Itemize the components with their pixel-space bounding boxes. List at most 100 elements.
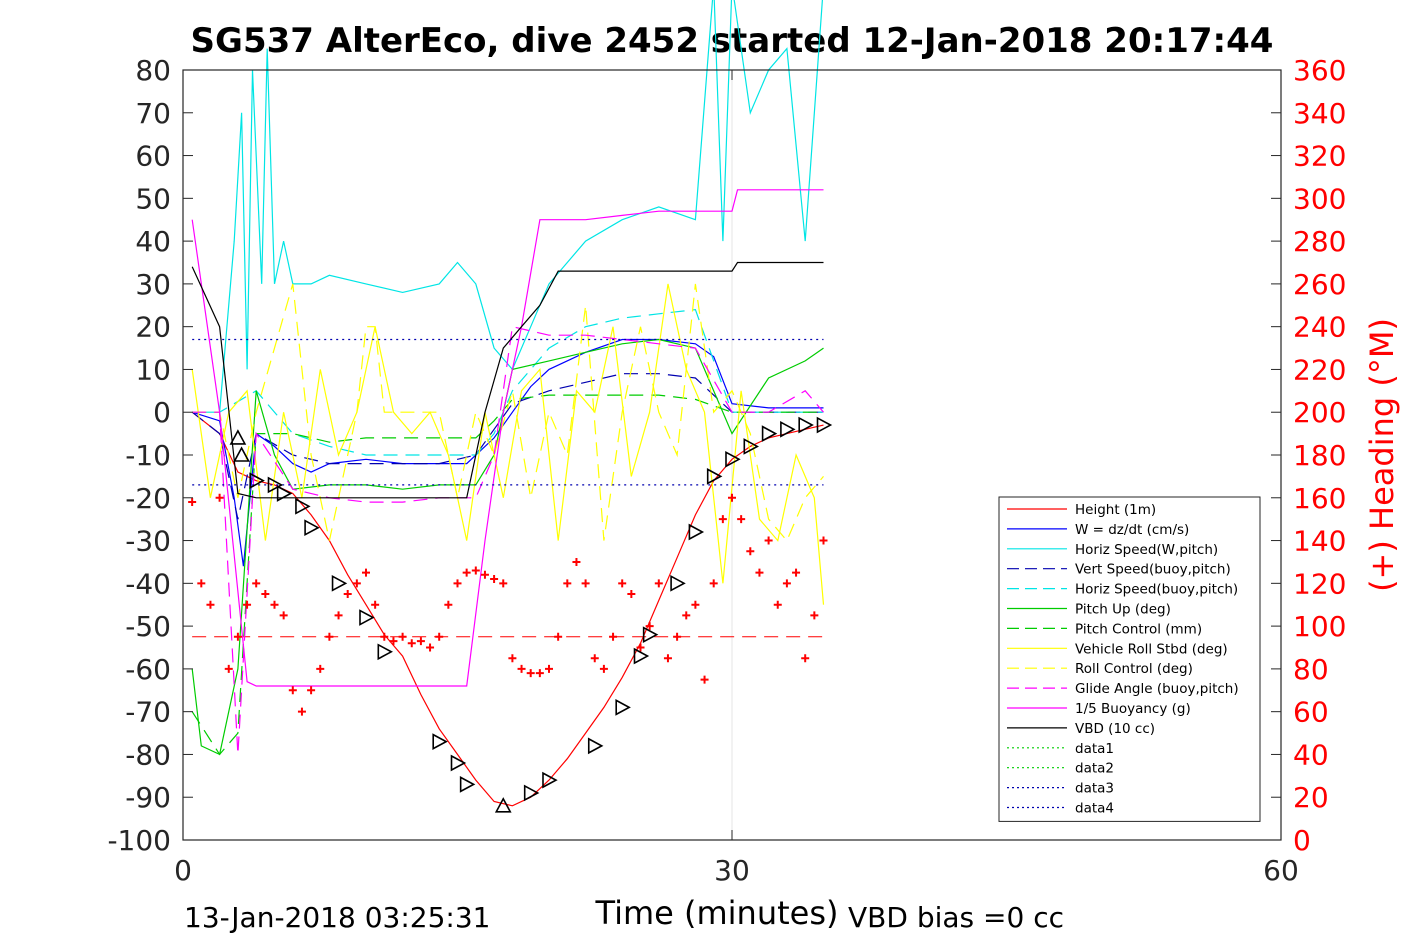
legend-label: Height (1m) xyxy=(1075,502,1156,518)
legend-label: Vehicle Roll Stbd (deg) xyxy=(1075,641,1228,657)
heading-point xyxy=(773,600,782,609)
heading-point xyxy=(288,686,297,695)
heading-point xyxy=(663,654,672,663)
heading-point xyxy=(407,639,416,648)
heading-point xyxy=(746,547,755,556)
heading-point xyxy=(728,493,736,502)
left-tick-label: -20 xyxy=(125,482,171,515)
right-tick-label: 120 xyxy=(1293,567,1346,600)
left-tick-label: 30 xyxy=(135,268,171,301)
legend-label: data1 xyxy=(1075,741,1114,757)
heading-point xyxy=(535,669,544,678)
heading-point xyxy=(673,632,682,641)
heading-point xyxy=(362,568,370,577)
heading-point xyxy=(819,536,828,545)
heading-point xyxy=(371,600,380,609)
legend-label: VBD (10 cc) xyxy=(1075,721,1155,737)
left-tick-label: -60 xyxy=(125,653,171,686)
legend-label: Horiz Speed(W,pitch) xyxy=(1075,542,1218,558)
left-tick-label: -90 xyxy=(125,781,171,814)
left-tick-label: 50 xyxy=(135,182,171,215)
right-tick-label: 200 xyxy=(1293,396,1346,429)
dive-marker xyxy=(450,754,467,772)
dive-marker xyxy=(304,519,320,537)
dive-marker xyxy=(780,420,796,438)
dive-marker xyxy=(633,647,650,665)
heading-point xyxy=(691,600,700,609)
series-line-1 xyxy=(192,338,824,567)
x-tick-label: 0 xyxy=(174,854,192,887)
series-line-10 xyxy=(191,189,824,687)
legend-label: W = dz/dt (cm/s) xyxy=(1075,522,1189,538)
footer-timestamp: 13-Jan-2018 03:25:31 xyxy=(184,901,490,934)
heading-point xyxy=(380,632,389,641)
dive-marker xyxy=(459,776,476,793)
right-tick-label: 40 xyxy=(1293,738,1329,771)
heading-point xyxy=(426,643,435,652)
left-tick-label: 80 xyxy=(135,54,171,87)
heading-point xyxy=(517,664,526,673)
right-tick-label: 160 xyxy=(1293,482,1346,515)
heading-point xyxy=(499,579,508,588)
footer-vbd-bias: VBD bias =0 cc xyxy=(848,901,1064,934)
heading-point xyxy=(609,632,618,641)
series-line-2 xyxy=(192,0,823,413)
dive-marker xyxy=(331,574,348,592)
heading-point xyxy=(270,600,279,609)
right-tick-label: 80 xyxy=(1293,653,1329,686)
left-tick-label: 60 xyxy=(135,140,171,173)
heading-point xyxy=(233,632,242,641)
dive-marker xyxy=(587,737,604,755)
dive-marker xyxy=(615,699,631,716)
right-tick-label: 300 xyxy=(1293,182,1346,215)
right-tick-label: 320 xyxy=(1293,140,1346,173)
heading-point xyxy=(572,557,581,566)
legend-label: 1/5 Buoyancy (g) xyxy=(1075,701,1191,717)
dive-marker xyxy=(542,771,558,789)
heading-point xyxy=(627,590,636,599)
heading-point xyxy=(343,590,352,599)
heading-point xyxy=(563,579,572,588)
series-line-7 xyxy=(191,283,825,605)
dive-marker xyxy=(688,523,705,541)
heading-point xyxy=(334,611,343,620)
legend-label: data3 xyxy=(1075,781,1114,797)
heading-point xyxy=(618,579,627,588)
chart-title: SG537 AlterEco, dive 2452 started 12-Jan… xyxy=(191,21,1274,61)
left-tick-label: 20 xyxy=(135,311,171,344)
heading-point xyxy=(435,632,444,641)
heading-point xyxy=(197,579,206,588)
heading-point xyxy=(636,643,645,652)
heading-point xyxy=(545,664,553,673)
dive-marker xyxy=(670,574,686,592)
dive-marker xyxy=(743,438,759,455)
heading-point xyxy=(215,493,224,502)
legend-label: Horiz Speed(buoy,pitch) xyxy=(1075,582,1238,598)
heading-point xyxy=(801,654,810,663)
dive-marker xyxy=(642,626,659,644)
dive-marker xyxy=(706,468,723,485)
heading-point xyxy=(682,611,691,620)
left-tick-label: -70 xyxy=(125,696,171,729)
dive-marker xyxy=(432,733,448,750)
heading-point xyxy=(700,675,709,684)
heading-point xyxy=(224,664,233,673)
heading-point xyxy=(599,664,608,673)
series-line-6 xyxy=(191,394,824,756)
heading-point xyxy=(480,570,489,579)
right-tick-label: 280 xyxy=(1293,225,1346,258)
x-axis-ticks: 0 30 60 xyxy=(174,70,1299,887)
dive-marker xyxy=(725,450,741,468)
x-tick-label: 30 xyxy=(714,854,750,887)
heading-point xyxy=(709,579,718,588)
legend-label: Pitch Control (mm) xyxy=(1075,621,1202,637)
heading-point xyxy=(389,637,398,646)
series-line-11 xyxy=(191,261,824,499)
x-axis-label: Time (minutes) xyxy=(595,894,839,932)
right-tick-label: 20 xyxy=(1293,781,1329,814)
dive-marker xyxy=(798,416,814,434)
dive-marker xyxy=(267,476,284,494)
right-tick-label: 100 xyxy=(1293,610,1346,643)
right-tick-label: 180 xyxy=(1293,439,1346,472)
